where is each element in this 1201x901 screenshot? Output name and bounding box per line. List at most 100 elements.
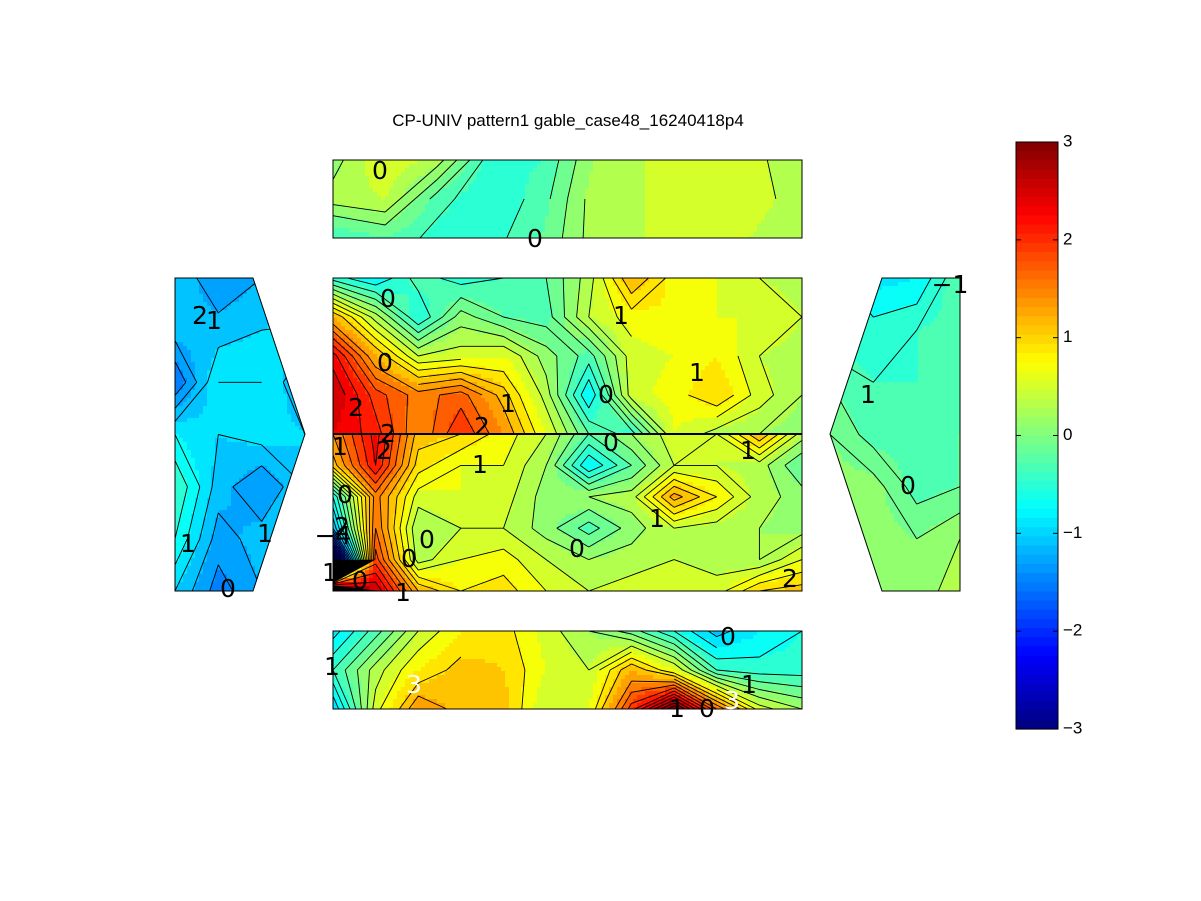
contour-cell bbox=[701, 176, 706, 181]
contour-cell bbox=[665, 286, 670, 291]
contour-cell bbox=[697, 188, 702, 193]
contour-cell bbox=[581, 358, 586, 363]
contour-cell bbox=[561, 192, 566, 197]
contour-cell bbox=[753, 350, 758, 355]
contour-cell bbox=[601, 322, 606, 327]
contour-cell bbox=[353, 200, 358, 205]
contour-cell bbox=[361, 196, 366, 201]
contour-cell bbox=[733, 216, 738, 221]
contour-cell bbox=[561, 168, 566, 173]
contour-cell bbox=[569, 290, 574, 295]
contour-cell bbox=[689, 338, 694, 343]
contour-cell bbox=[677, 294, 682, 299]
contour-cell bbox=[337, 184, 342, 189]
contour-cell bbox=[621, 196, 626, 201]
contour-cell bbox=[505, 220, 510, 225]
contour-cell bbox=[717, 290, 722, 295]
contour-cell bbox=[585, 232, 590, 237]
contour-cell bbox=[565, 184, 570, 189]
contour-cell bbox=[509, 204, 514, 209]
contour-cell bbox=[409, 208, 414, 213]
contour-cell bbox=[449, 224, 454, 229]
contour-cell bbox=[645, 196, 650, 201]
contour-cell bbox=[561, 358, 566, 363]
contour-cell bbox=[665, 322, 670, 327]
contour-cell bbox=[501, 168, 506, 173]
contour-cell bbox=[689, 318, 694, 323]
contour-cell bbox=[489, 302, 494, 307]
contour-cell bbox=[745, 358, 750, 363]
contour-cell bbox=[669, 362, 674, 367]
contour-cell bbox=[761, 160, 766, 165]
contour-cell bbox=[725, 294, 730, 299]
contour-cell bbox=[557, 176, 562, 181]
contour-cell bbox=[745, 362, 750, 367]
contour-cell bbox=[729, 204, 734, 209]
contour-cell bbox=[685, 338, 690, 343]
contour-cell bbox=[441, 228, 446, 233]
contour-cell bbox=[553, 290, 558, 295]
contour-cell bbox=[797, 172, 802, 177]
contour-cell bbox=[497, 232, 502, 237]
contour-cell bbox=[721, 228, 726, 233]
contour-cell bbox=[557, 220, 562, 225]
contour-cell bbox=[697, 180, 702, 185]
contour-cell bbox=[525, 212, 530, 217]
contour-cell bbox=[657, 302, 662, 307]
contour-cell bbox=[633, 322, 638, 327]
contour-cell bbox=[509, 160, 514, 165]
contour-cell bbox=[489, 290, 494, 295]
contour-cell bbox=[569, 302, 574, 307]
contour-cell bbox=[533, 302, 538, 307]
contour-cell bbox=[589, 184, 594, 189]
contour-cell bbox=[529, 346, 534, 351]
contour-cell bbox=[689, 286, 694, 291]
contour-cell bbox=[385, 204, 390, 209]
contour-cell bbox=[757, 220, 762, 225]
contour-cell bbox=[609, 208, 614, 213]
contour-cell bbox=[681, 358, 686, 363]
contour-cell bbox=[713, 314, 718, 319]
contour-cell bbox=[789, 358, 794, 363]
contour-cell bbox=[717, 330, 722, 335]
contour-cell bbox=[673, 192, 678, 197]
contour-cell bbox=[561, 294, 566, 299]
contour-cell bbox=[529, 160, 534, 165]
contour-cell bbox=[773, 306, 778, 311]
contour-cell bbox=[761, 176, 766, 181]
contour-cell bbox=[689, 168, 694, 173]
contour-cell bbox=[513, 314, 518, 319]
contour-cell bbox=[677, 326, 682, 331]
contour-cell bbox=[769, 278, 774, 283]
contour-cell bbox=[405, 172, 410, 177]
contour-cell bbox=[409, 192, 414, 197]
contour-cell bbox=[765, 176, 770, 181]
contour-cell bbox=[737, 322, 742, 327]
contour-cell bbox=[365, 298, 370, 303]
contour-cell bbox=[621, 232, 626, 237]
contour-cell bbox=[469, 354, 474, 359]
contour-cell bbox=[521, 342, 526, 347]
contour-cell bbox=[457, 204, 462, 209]
contour-cell bbox=[521, 220, 526, 225]
contour-cell bbox=[477, 168, 482, 173]
contour-cell bbox=[629, 196, 634, 201]
contour-cell bbox=[653, 172, 658, 177]
contour-cell bbox=[373, 216, 378, 221]
contour-cell bbox=[761, 286, 766, 291]
contour-cell bbox=[373, 204, 378, 209]
contour-cell bbox=[605, 338, 610, 343]
contour-cell bbox=[785, 176, 790, 181]
contour-cell bbox=[461, 354, 466, 359]
contour-cell bbox=[681, 354, 686, 359]
contour-cell bbox=[677, 204, 682, 209]
contour-cell bbox=[437, 282, 442, 287]
contour-cell bbox=[709, 176, 714, 181]
contour-cell bbox=[697, 306, 702, 311]
contour-cell bbox=[461, 196, 466, 201]
contour-cell bbox=[349, 184, 354, 189]
contour-cell bbox=[413, 228, 418, 233]
contour-cell bbox=[485, 286, 490, 291]
contour-cell bbox=[669, 164, 674, 169]
contour-cell bbox=[785, 164, 790, 169]
